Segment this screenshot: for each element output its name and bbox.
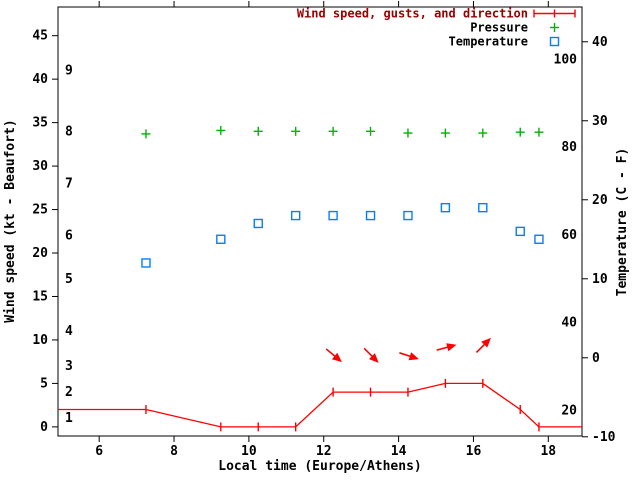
legend: Wind speed, gusts, and directionPressure… (297, 7, 576, 49)
kt-tick-label: 40 (32, 72, 48, 87)
temperature-point (478, 202, 488, 213)
beaufort-label: 8 (65, 124, 73, 139)
celsius-tick-label: 20 (592, 193, 608, 208)
pressure-series (141, 125, 544, 139)
wind-direction-arrow (363, 347, 379, 363)
temperature-point (440, 202, 451, 213)
temperature-point (534, 234, 544, 244)
celsius-tick-label: 40 (592, 35, 608, 50)
arrow-head (408, 352, 419, 361)
x-tick-label: 14 (391, 444, 407, 459)
celsius-tick-label: 30 (592, 114, 608, 129)
fahrenheit-label: 100 (554, 52, 578, 67)
right-axis-title: Temperature (C - F) (615, 148, 630, 297)
temperature-point (216, 234, 226, 244)
kt-tick-label: 45 (32, 29, 48, 44)
wind-speed-line (58, 382, 582, 428)
wind-direction-arrows (325, 337, 491, 363)
x-axis: 6 8 10 12 14 16 18 Local time (Europe/Athens) (95, 1, 556, 474)
x-axis-title: Local time (Europe/Athens) (218, 459, 422, 474)
x-tick-label: 6 (95, 444, 103, 459)
arrow-shaft (325, 348, 336, 358)
beaufort-label: 7 (65, 176, 73, 191)
x-tick-label: 10 (241, 444, 257, 459)
kt-tick-label: 30 (32, 159, 48, 174)
kt-tick-label: 0 (40, 420, 48, 435)
arrow-head (368, 353, 379, 363)
kt-tick-label: 20 (32, 246, 48, 261)
plot-border (57, 6, 583, 437)
wind-direction-arrow (475, 337, 491, 353)
celsius-tick-label: 0 (592, 351, 600, 366)
temperature-point (365, 210, 376, 221)
x-tick-label: 16 (466, 444, 482, 459)
wind-speed-series (58, 378, 582, 432)
legend-label-wind: Wind speed, gusts, and direction (297, 7, 528, 21)
beaufort-label: 1 (65, 411, 73, 426)
beaufort-label: 2 (65, 385, 73, 400)
x-tick-label: 12 (316, 444, 332, 459)
legend-label-temperature: Temperature (449, 35, 528, 49)
beaufort-scale-labels: 1 2 3 4 5 6 7 8 9 (65, 63, 73, 426)
arrow-shaft (475, 343, 486, 353)
legend-sample-temperature (549, 36, 560, 47)
wind-direction-arrow (399, 352, 419, 361)
fahrenheit-label: 60 (561, 228, 577, 243)
celsius-tick-label: -10 (592, 430, 616, 445)
arrow-shaft (436, 346, 449, 351)
wind-direction-arrow (436, 343, 457, 352)
left-axis-title: Wind speed (kt - Beaufort) (3, 119, 18, 323)
temperature-point (328, 210, 338, 221)
x-tick-label: 8 (170, 444, 178, 459)
celsius-tick-label: 10 (592, 272, 608, 287)
temperature-point (403, 210, 413, 221)
temperature-point (515, 226, 525, 237)
kt-tick-label: 35 (32, 116, 48, 131)
kt-tick-label: 5 (40, 376, 48, 391)
wind-direction-arrow (325, 348, 342, 363)
arrow-shaft (399, 352, 412, 358)
x-tick-label: 18 (540, 444, 556, 459)
arrow-head (331, 352, 342, 363)
beaufort-label: 5 (65, 272, 73, 287)
arrow-head (481, 337, 491, 348)
temperature-point (253, 218, 263, 229)
beaufort-label: 9 (65, 63, 73, 78)
fahrenheit-scale-labels: 20 40 60 80 100 (554, 52, 578, 418)
kt-tick-label: 15 (32, 289, 48, 304)
right-axis-celsius: -10 0 10 20 30 40 Temperature (C - F) (582, 35, 630, 445)
fahrenheit-label: 20 (561, 403, 577, 418)
temperature-point (290, 210, 301, 221)
beaufort-label: 3 (65, 359, 73, 374)
kt-tick-label: 25 (32, 203, 48, 218)
left-axis-kt: 0 5 10 15 20 25 30 35 40 45 Wind speed (kt - Beauf… (3, 29, 58, 435)
fahrenheit-label: 40 (561, 316, 577, 331)
fahrenheit-label: 80 (561, 140, 577, 155)
beaufort-label: 6 (65, 229, 73, 244)
beaufort-label: 4 (65, 324, 73, 339)
legend-label-pressure: Pressure (470, 21, 528, 35)
temperature-point (141, 258, 151, 268)
temperature-series (141, 202, 544, 268)
kt-tick-label: 10 (32, 333, 48, 348)
arrow-head (446, 343, 457, 352)
arrow-shaft (363, 347, 374, 358)
